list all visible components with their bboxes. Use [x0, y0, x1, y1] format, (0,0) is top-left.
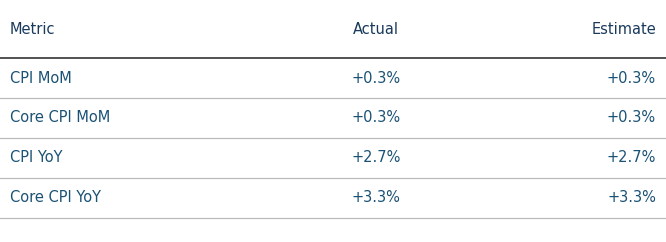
- Text: +3.3%: +3.3%: [352, 190, 401, 205]
- Text: Actual: Actual: [353, 22, 400, 37]
- Text: CPI YoY: CPI YoY: [10, 151, 63, 165]
- Text: Metric: Metric: [10, 22, 55, 37]
- Text: +0.3%: +0.3%: [352, 71, 401, 85]
- Text: Core CPI YoY: Core CPI YoY: [10, 190, 101, 205]
- Text: Estimate: Estimate: [591, 22, 656, 37]
- Text: CPI MoM: CPI MoM: [10, 71, 72, 85]
- Text: +0.3%: +0.3%: [607, 71, 656, 85]
- Text: +2.7%: +2.7%: [352, 151, 401, 165]
- Text: +2.7%: +2.7%: [607, 151, 656, 165]
- Text: +0.3%: +0.3%: [607, 111, 656, 125]
- Text: +0.3%: +0.3%: [352, 111, 401, 125]
- Text: Core CPI MoM: Core CPI MoM: [10, 111, 111, 125]
- Text: +3.3%: +3.3%: [607, 190, 656, 205]
